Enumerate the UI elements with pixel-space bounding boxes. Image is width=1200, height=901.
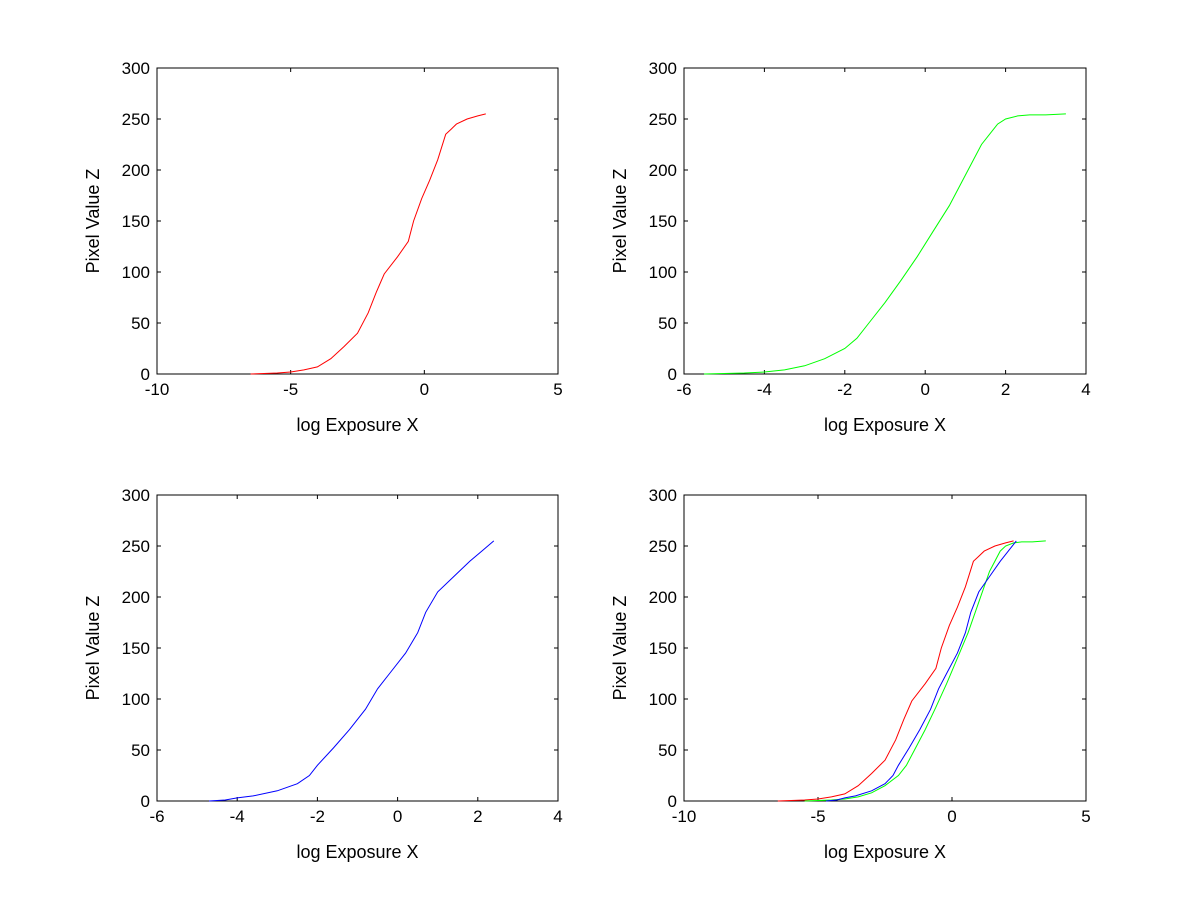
x-tick-label: 5 — [1081, 807, 1090, 826]
y-axis-label: Pixel Value Z — [83, 169, 103, 274]
y-axis-label: Pixel Value Z — [610, 169, 630, 274]
plot-area — [683, 67, 1087, 375]
y-tick-label: 150 — [122, 212, 150, 231]
y-tick-label: 50 — [131, 314, 150, 333]
x-tick-label: -2 — [837, 380, 852, 399]
y-tick-label: 100 — [122, 690, 150, 709]
x-tick-label: -4 — [757, 380, 772, 399]
series-line-1 — [250, 113, 486, 375]
x-tick-label: 0 — [393, 807, 402, 826]
y-tick-label: 0 — [668, 792, 677, 811]
x-tick-label: 0 — [420, 380, 429, 399]
x-tick-label: -10 — [145, 380, 170, 399]
x-tick-label: -10 — [672, 807, 697, 826]
chart-panel-2: -6 -4 -2 0 2 4 0 50 100 150 200 250 300 log Exposure … — [610, 59, 1091, 435]
y-tick-label: 200 — [649, 161, 677, 180]
y-tick-label: 300 — [122, 486, 150, 505]
y-tick-label: 0 — [141, 365, 150, 384]
y-tick-label: 200 — [649, 588, 677, 607]
plot-area — [156, 494, 559, 802]
plot-area — [683, 494, 1087, 802]
x-tick-label: -5 — [283, 380, 298, 399]
series-line-3 — [825, 540, 1017, 802]
y-tick-label: 100 — [649, 263, 677, 282]
series-line-1 — [777, 540, 1014, 802]
x-tick-label: -4 — [230, 807, 245, 826]
y-tick-label: 150 — [649, 212, 677, 231]
x-tick-label: 0 — [947, 807, 956, 826]
y-tick-label: 200 — [122, 161, 150, 180]
y-tick-label: 250 — [122, 537, 150, 556]
y-tick-label: 150 — [122, 639, 150, 658]
y-tick-label: 250 — [649, 110, 677, 129]
y-tick-label: 250 — [649, 537, 677, 556]
x-axis-label: log Exposure X — [824, 842, 946, 862]
y-tick-label: 100 — [122, 263, 150, 282]
y-axis-label: Pixel Value Z — [83, 596, 103, 701]
y-tick-label: 50 — [658, 741, 677, 760]
y-tick-label: 200 — [122, 588, 150, 607]
y-tick-label: 300 — [122, 59, 150, 78]
x-axis-label: log Exposure X — [296, 415, 418, 435]
x-tick-label: -6 — [676, 380, 691, 399]
y-tick-label: 250 — [122, 110, 150, 129]
x-axis-label: log Exposure X — [296, 842, 418, 862]
series-line-2 — [804, 540, 1046, 802]
x-tick-label: 5 — [553, 380, 562, 399]
y-tick-label: 0 — [141, 792, 150, 811]
x-tick-label: 2 — [473, 807, 482, 826]
y-tick-label: 50 — [131, 741, 150, 760]
x-tick-label: -5 — [810, 807, 825, 826]
x-tick-label: -2 — [310, 807, 325, 826]
chart-panel-3: -6 -4 -2 0 2 4 0 50 100 150 200 250 300 log Exposure … — [83, 486, 563, 862]
y-tick-label: 300 — [649, 59, 677, 78]
y-axis-label: Pixel Value Z — [610, 596, 630, 701]
x-axis-label: log Exposure X — [824, 415, 946, 435]
y-tick-label: 50 — [658, 314, 677, 333]
x-tick-label: 4 — [553, 807, 562, 826]
y-tick-label: 300 — [649, 486, 677, 505]
series-line-1 — [704, 113, 1066, 375]
y-tick-label: 150 — [649, 639, 677, 658]
x-tick-label: 4 — [1081, 380, 1090, 399]
y-tick-label: 0 — [668, 365, 677, 384]
x-tick-label: -6 — [149, 807, 164, 826]
series-line-1 — [209, 540, 495, 802]
plot-area — [156, 67, 559, 375]
x-tick-label: 2 — [1001, 380, 1010, 399]
x-tick-label: 0 — [920, 380, 929, 399]
y-tick-label: 100 — [649, 690, 677, 709]
